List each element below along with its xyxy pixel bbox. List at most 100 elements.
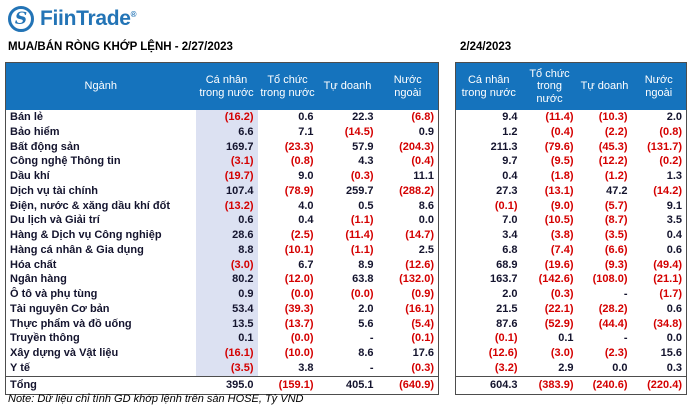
sector-cell: Tài nguyên Cơ bản xyxy=(10,302,110,315)
table-row: 7.0 (10.5) (8.7) 3.5 xyxy=(456,213,687,228)
value-cell: 2.0 xyxy=(358,302,374,315)
value-cell: (16.1) xyxy=(195,346,258,361)
value-cell: (22.1) xyxy=(544,302,574,315)
value-cell: (49.4) xyxy=(653,258,682,271)
value-cell: 57.9 xyxy=(352,140,374,153)
value-cell: 9.4 xyxy=(502,111,518,123)
sector-cell: Truyền thông xyxy=(10,332,80,345)
value-cell: (13.7) xyxy=(284,317,314,330)
value-cell: 0.0 xyxy=(666,332,682,345)
total-row: Tổng 395.0 (159.1) 405.1 (640.9) xyxy=(5,375,439,394)
value-cell: (2.2) xyxy=(604,125,628,138)
value-cell: (220.4) xyxy=(631,375,687,394)
value-cell: (0.3) xyxy=(550,288,574,300)
value-cell: (0.0) xyxy=(290,288,314,300)
sector-cell: Dầu khí xyxy=(10,170,50,182)
value-cell: (45.3) xyxy=(598,140,628,153)
value-cell: (12.6) xyxy=(405,258,434,271)
value-cell: (21.1) xyxy=(653,273,682,286)
net-flow-table-current-day: Ngành Cá nhân trong nước Tổ chức trong n… xyxy=(5,62,439,395)
value-cell: (0.9) xyxy=(411,288,434,300)
sector-cell: Dịch vụ tài chính xyxy=(10,184,99,197)
table-row: Điện, nước & xăng dầu khí đốt (13.2) 4.0 0.… xyxy=(6,198,439,214)
value-cell: (19.6) xyxy=(544,258,574,271)
value-cell: 2.5 xyxy=(418,243,434,256)
table-row: Xây dựng và Vật liệu (16.1) (10.0) 8.6 17.6 xyxy=(6,346,439,361)
column-header-domestic-institution: Tổ chức trong nước xyxy=(257,62,318,110)
value-cell: 9.7 xyxy=(502,155,518,168)
value-cell: - xyxy=(369,361,374,374)
value-cell: (640.9) xyxy=(377,375,439,394)
value-cell: (16.1) xyxy=(405,302,434,315)
column-header-foreign: Nước ngoài xyxy=(377,62,439,110)
value-cell: (13.1) xyxy=(544,184,574,197)
value-cell: (5.7) xyxy=(604,199,628,212)
value-cell: 0.9 xyxy=(418,125,434,138)
value-cell: 9.1 xyxy=(666,199,682,212)
value-cell: 87.6 xyxy=(496,317,518,330)
value-cell: (0.1) xyxy=(411,332,434,345)
value-cell: (10.5) xyxy=(544,214,574,227)
value-cell: (240.6) xyxy=(577,375,632,394)
value-cell: (1.1) xyxy=(350,243,374,256)
table-row: 9.4 (11.4) (10.3) 2.0 xyxy=(456,110,687,125)
right-table-date: 2/24/2023 xyxy=(460,41,512,53)
value-cell: 0.1 xyxy=(195,331,258,346)
value-cell: (2.3) xyxy=(604,347,628,359)
value-cell: (14.7) xyxy=(405,229,434,241)
value-cell: (12.2) xyxy=(598,155,628,168)
value-cell: (7.4) xyxy=(550,243,574,256)
table-row: Dịch vụ tài chính 107.4 (78.9) 259.7 (288.2) xyxy=(6,183,439,199)
column-header-foreign: Nước ngoài xyxy=(631,62,687,110)
table-row: 6.8 (7.4) (6.6) 0.6 xyxy=(456,243,687,258)
column-header-domestic-institution: Tổ chức trong nước xyxy=(521,62,578,110)
value-cell: 80.2 xyxy=(195,272,258,287)
column-header-domestic-individual: Cá nhân trong nước xyxy=(195,62,258,110)
value-cell: 8.6 xyxy=(358,347,374,359)
value-cell: 3.8 xyxy=(298,361,314,374)
table-row: Du lịch và Giải trí 0.6 0.4 (1.1) 0.0 xyxy=(6,213,439,228)
sector-cell: Y tế xyxy=(10,361,30,374)
left-table-title: MUA/BÁN RÒNG KHỚP LỆNH - 2/27/2023 xyxy=(8,41,233,53)
value-cell: (39.3) xyxy=(284,302,314,315)
value-cell: (9.3) xyxy=(604,258,628,271)
header-row: Ngành Cá nhân trong nước Tổ chức trong n… xyxy=(5,62,439,110)
value-cell: 22.3 xyxy=(352,111,374,123)
value-cell: 8.8 xyxy=(195,242,258,258)
value-cell: (3.5) xyxy=(604,229,628,241)
value-cell: (10.1) xyxy=(284,243,314,256)
value-cell: (132.0) xyxy=(399,273,434,286)
value-cell: 0.9 xyxy=(195,287,258,302)
value-cell: 1.2 xyxy=(502,125,518,138)
value-cell: 3.5 xyxy=(666,214,682,227)
value-cell: (1.8) xyxy=(550,170,574,182)
table-row: Dầu khí (19.7) 9.0 (0.3) 11.1 xyxy=(6,169,439,184)
value-cell: (28.2) xyxy=(598,302,628,315)
total-label-cell: Tổng xyxy=(5,375,196,394)
value-cell: 163.7 xyxy=(489,273,518,286)
sector-cell: Thực phẩm và đồ uống xyxy=(10,317,132,330)
footnote: Note: Dữ liệu chỉ tính GD khớp lệnh trên… xyxy=(8,393,304,405)
value-cell: - xyxy=(369,332,374,345)
value-cell: 1.3 xyxy=(666,170,682,182)
value-cell: 0.3 xyxy=(666,361,682,374)
sector-cell: Du lịch và Giải trí xyxy=(10,214,100,227)
value-cell: 53.4 xyxy=(195,301,258,317)
value-cell: (0.8) xyxy=(659,125,682,138)
value-cell: 0.6 xyxy=(666,243,682,256)
table-row: Hóa chất (3.0) 6.7 8.9 (12.6) xyxy=(6,257,439,273)
column-header-domestic-individual: Cá nhân trong nước xyxy=(455,62,522,110)
value-cell: (142.6) xyxy=(538,273,574,286)
value-cell: 2.0 xyxy=(666,111,682,123)
value-cell: (14.5) xyxy=(344,125,374,138)
value-cell: 27.3 xyxy=(496,184,518,197)
value-cell: (108.0) xyxy=(592,273,628,286)
table-row: Y tế (3.5) 3.8 - (0.3) xyxy=(6,360,439,376)
value-cell: - xyxy=(623,288,628,300)
value-cell: (6.8) xyxy=(411,111,434,123)
value-cell: (2.5) xyxy=(290,229,314,241)
value-cell: (23.3) xyxy=(284,140,314,153)
value-cell: (52.9) xyxy=(544,317,574,330)
value-cell: 107.4 xyxy=(195,183,258,199)
table-row: 163.7 (142.6) (108.0) (21.1) xyxy=(456,272,687,287)
